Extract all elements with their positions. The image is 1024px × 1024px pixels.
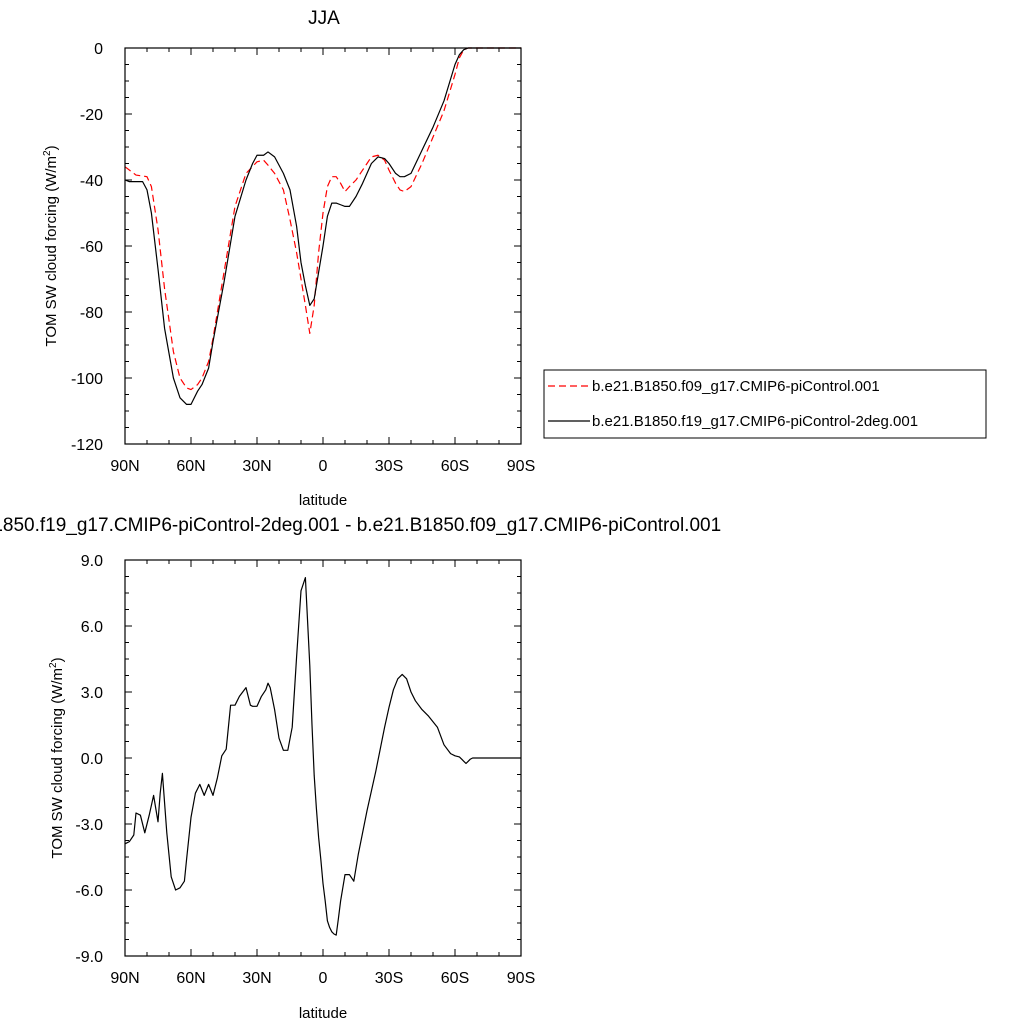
top-panel-y-tick-label: -40 <box>80 173 103 190</box>
bottom-panel-frame <box>124 559 522 957</box>
bottom-panel-y-tick-label: 3.0 <box>81 685 103 702</box>
top-panel-ticks: 90N 60N 30N 0 30S 60S 90S 0 -20 -40 -60 -80 -100 -120 <box>71 41 535 475</box>
bottom-panel-y-tick-label: 6.0 <box>81 619 103 636</box>
bottom-panel-series-line-0 <box>124 576 521 936</box>
top-panel-x-tick-label: 60S <box>441 458 469 475</box>
bottom-panel-y-tick-label: -3.0 <box>75 817 103 834</box>
top-panel-x-tick-label: 60N <box>176 458 205 475</box>
top-panel-series-line-1 <box>124 47 521 405</box>
top-panel-series <box>124 47 521 405</box>
top-panel-y-axis-label: TOM SW cloud forcing (W/m2) <box>42 145 60 346</box>
bottom-panel-x-tick-label: 60S <box>441 970 469 987</box>
bottom-panel-y-tick-label: 9.0 <box>81 553 103 570</box>
top-panel-x-tick-label: 90N <box>110 458 139 475</box>
top-panel: JJA 90N 60N 30N 0 30S 60S 90S 0 -20 -40 -60 -80 -100… <box>42 8 535 509</box>
bottom-panel-y-tick-label: -6.0 <box>75 883 103 900</box>
top-panel-y-tick-label: -100 <box>71 371 103 388</box>
bottom-panel-x-tick-label: 0 <box>319 970 328 987</box>
bottom-panel-y-tick-label: -9.0 <box>75 949 103 966</box>
top-panel-y-tick-label: 0 <box>94 41 103 58</box>
top-panel-y-tick-label: -120 <box>71 437 103 454</box>
bottom-panel-x-tick-label: 60N <box>176 970 205 987</box>
top-panel-y-tick-label: -60 <box>80 239 103 256</box>
top-panel-x-tick-label: 0 <box>319 458 328 475</box>
legend-box <box>543 369 987 439</box>
bottom-panel: b.e21.B1850.f19_g17.CMIP6-piControl-2deg… <box>0 515 721 1022</box>
legend-label-f19: b.e21.B1850.f19_g17.CMIP6-piControl-2deg… <box>592 413 918 430</box>
top-panel-frame <box>124 47 522 445</box>
top-panel-series-line-0 <box>124 47 521 391</box>
bottom-panel-ticks: 90N 60N 30N 0 30S 60S 90S 9.0 6.0 3.0 0.0 -3.0 -6.0 -… <box>75 553 535 987</box>
bottom-panel-x-tick-label: 90N <box>110 970 139 987</box>
legend: b.e21.B1850.f09_g17.CMIP6-piControl.001 … <box>543 369 987 439</box>
bottom-panel-y-tick-label: 0.0 <box>81 751 103 768</box>
bottom-panel-x-tick-label: 30S <box>375 970 403 987</box>
top-panel-title: JJA <box>308 8 340 29</box>
bottom-panel-series <box>124 576 521 936</box>
bottom-panel-x-axis-label: latitude <box>299 1005 347 1022</box>
bottom-panel-y-axis-label: TOM SW cloud forcing (W/m2) <box>48 657 66 858</box>
top-panel-x-tick-label: 30S <box>375 458 403 475</box>
top-panel-y-tick-label: -20 <box>80 107 103 124</box>
top-panel-x-tick-label: 30N <box>242 458 271 475</box>
top-panel-x-tick-label: 90S <box>507 458 535 475</box>
top-panel-x-axis-label: latitude <box>299 492 347 509</box>
top-panel-y-tick-label: -80 <box>80 305 103 322</box>
bottom-panel-x-tick-label: 90S <box>507 970 535 987</box>
bottom-panel-title: b.e21.B1850.f19_g17.CMIP6-piControl-2deg… <box>0 515 721 536</box>
bottom-panel-x-tick-label: 30N <box>242 970 271 987</box>
legend-label-f09: b.e21.B1850.f09_g17.CMIP6-piControl.001 <box>592 378 880 395</box>
